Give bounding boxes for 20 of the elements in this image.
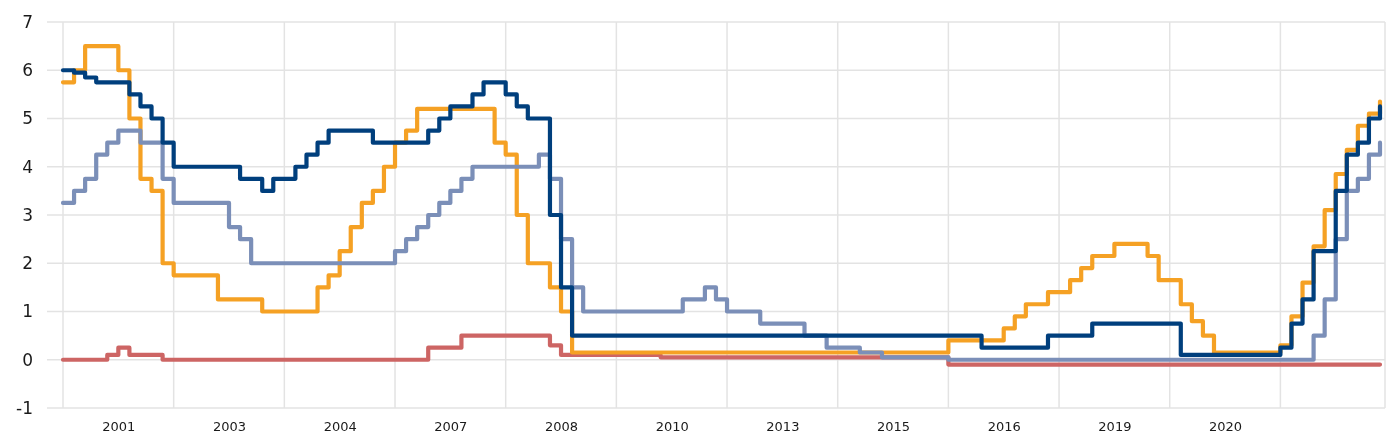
x-tick-label: 2010 bbox=[655, 419, 689, 435]
x-tick-label: 2001 bbox=[102, 419, 136, 435]
y-tick-label: 0 bbox=[22, 349, 33, 370]
x-tick-label: 2004 bbox=[323, 419, 357, 435]
x-tick-label: 2013 bbox=[766, 419, 800, 435]
y-tick-label: 6 bbox=[22, 60, 33, 81]
x-tick-label: 2015 bbox=[877, 419, 911, 435]
y-tick-label: 5 bbox=[22, 108, 33, 129]
x-tick-label: 2020 bbox=[1209, 419, 1243, 435]
x-tick-label: 2016 bbox=[987, 419, 1021, 435]
y-tick-label: 7 bbox=[22, 11, 33, 32]
y-tick-label: 3 bbox=[22, 204, 33, 225]
x-tick-label: 2007 bbox=[434, 419, 468, 435]
x-tick-label: 2019 bbox=[1098, 419, 1132, 435]
x-tick-label: 2008 bbox=[544, 419, 579, 435]
y-tick-label: 4 bbox=[22, 156, 33, 177]
x-tick-label: 2003 bbox=[212, 419, 247, 435]
y-tick-label: 2 bbox=[22, 253, 33, 274]
y-tick-label: -1 bbox=[16, 397, 33, 418]
y-tick-label: 1 bbox=[22, 301, 33, 322]
